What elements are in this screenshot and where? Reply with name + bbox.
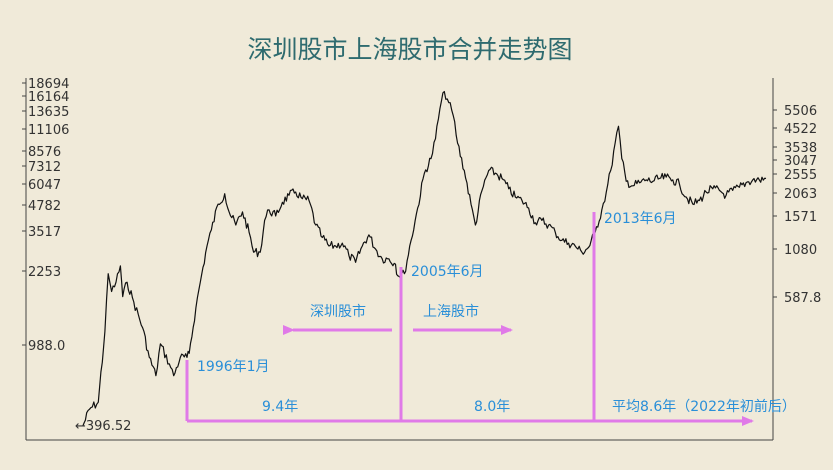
label-span-8-0: 8.0年 xyxy=(474,399,510,415)
left-tick-label: 18694 xyxy=(28,77,69,92)
left-tick-label: 8576 xyxy=(28,145,61,160)
left-tick-label: 2253 xyxy=(28,265,61,280)
label-average: 平均8.6年（2022年初前后） xyxy=(612,398,796,415)
right-tick-label: 3538 xyxy=(784,141,817,156)
right-tick-label: 1571 xyxy=(784,210,817,225)
left-tick-label: 16164 xyxy=(28,90,69,105)
right-tick-label: 4522 xyxy=(784,122,817,137)
label-2005-jun: 2005年6月 xyxy=(411,264,484,280)
minimum-label: ←396.52 xyxy=(75,419,131,434)
left-axis-ticks: 18694 16164 13635 11106 8576 7312 6047 4… xyxy=(22,77,69,354)
label-shanghai: 上海股市 xyxy=(423,303,479,320)
label-span-9-4: 9.4年 xyxy=(262,399,298,415)
left-tick-label: 4782 xyxy=(28,199,61,214)
right-axis-ticks: 5506 4522 3538 3047 2555 2063 1571 1080 … xyxy=(773,104,821,306)
left-tick-label: 988.0 xyxy=(28,339,65,354)
label-2013-jun: 2013年6月 xyxy=(604,211,677,227)
left-tick-label: 13635 xyxy=(28,105,69,120)
left-tick-label: 3517 xyxy=(28,225,61,240)
label-1996-jan: 1996年1月 xyxy=(197,359,270,375)
right-tick-label: 3047 xyxy=(784,154,817,169)
chart-title: 深圳股市上海股市合并走势图 xyxy=(247,35,572,64)
left-tick-label: 11106 xyxy=(28,123,69,138)
right-tick-label: 1080 xyxy=(784,243,817,258)
index-line xyxy=(82,90,767,427)
label-shenzhen: 深圳股市 xyxy=(310,303,366,320)
right-tick-label: 2063 xyxy=(784,187,817,202)
right-tick-label: 2555 xyxy=(784,168,817,183)
right-tick-label: 587.8 xyxy=(784,291,821,306)
label-average-text: 平均8.6年（2022年初前后） xyxy=(612,398,796,415)
left-tick-label: 7312 xyxy=(28,160,61,175)
left-tick-label: 6047 xyxy=(28,178,61,193)
right-tick-label: 5506 xyxy=(784,104,817,119)
